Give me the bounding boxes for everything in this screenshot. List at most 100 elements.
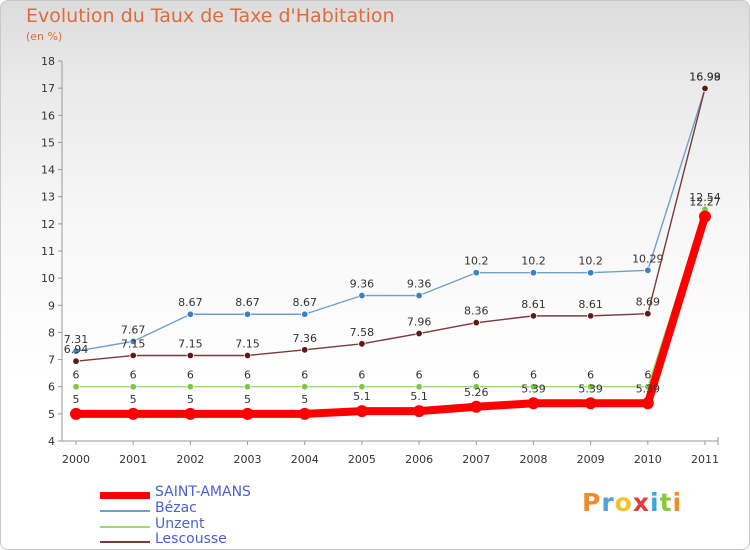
data-label-unzent: 6 [358,369,365,382]
x-tick-label: 2002 [176,453,204,466]
data-label-saint-amans: 5 [244,393,251,406]
data-label-saint-amans: 12.27 [689,196,721,209]
data-point-b-zac [186,310,195,318]
data-label-lescousse: 7.36 [292,332,317,345]
x-tick-label: 2005 [348,453,376,466]
data-label-b-zac: 8.67 [178,296,203,309]
legend-item-saint-amans: SAINT-AMANS [100,484,400,503]
data-label-saint-amans: 5.1 [410,390,428,403]
data-point-unzent [129,383,137,391]
data-label-unzent: 12.54 [689,191,721,204]
data-point-lescousse [472,318,480,327]
data-point-saint-amans [298,407,311,420]
logo-letter: i [650,488,660,517]
logo-letter: P [582,488,602,517]
data-label-b-zac: 10.2 [578,255,603,268]
data-label-b-zac: 9.36 [350,278,375,291]
legend-swatch-saint-amans [100,492,150,499]
data-point-unzent [586,383,595,391]
data-point-lescousse [72,357,80,365]
data-point-lescousse [129,351,137,360]
x-tick-label: 2008 [519,453,547,466]
series-line-saint-amans [72,212,709,418]
data-point-saint-amans [413,405,426,418]
data-point-unzent [472,383,480,391]
data-point-b-zac [72,347,80,355]
y-tick-label: 4 [48,435,55,448]
unit-label: (en %) [26,30,63,43]
logo-letter: o [614,488,633,517]
legend-label-saint-amans: SAINT-AMANS [155,484,251,500]
data-point-b-zac [358,291,366,300]
chart-title: Evolution du Taux de Taxe d'Habitation [26,5,395,27]
data-point-lescousse [529,312,538,320]
data-point-saint-amans [527,397,540,410]
data-label-lescousse: 7.15 [235,338,260,351]
y-tick-label: 12 [41,218,55,231]
y-tick-label: 8 [48,326,55,339]
data-label-lescousse: 8.61 [578,298,603,311]
y-tick-label: 17 [41,82,55,95]
data-label-lescousse: 7.15 [121,338,146,351]
legend-swatch-lescousse [100,541,150,543]
data-point-saint-amans [70,407,82,420]
data-label-lescousse: 8.69 [636,296,661,309]
logo-letter: x [632,488,650,517]
data-label-saint-amans: 5.39 [521,382,546,395]
legend-swatch-bezac [100,510,150,512]
y-tick-label: 18 [41,55,55,68]
data-label-b-zac: 10.2 [521,255,546,268]
data-point-lescousse [358,340,366,348]
data-point-saint-amans [699,210,711,223]
data-label-unzent: 6 [301,369,308,382]
data-label-saint-amans: 5 [73,393,80,406]
data-point-lescousse [186,351,195,360]
data-label-b-zac: 10.2 [464,255,489,268]
data-label-b-zac: 8.67 [292,296,317,309]
x-tick-label: 2007 [462,453,490,466]
legend-label-lescousse: Lescousse [155,531,227,547]
data-label-b-zac: 7.67 [121,323,146,336]
data-point-lescousse [586,312,595,320]
x-tick-label: 2010 [634,453,662,466]
data-label-unzent: 6 [416,369,423,382]
x-tick-label: 2009 [577,453,605,466]
data-point-unzent [301,383,309,391]
x-tick-label: 2000 [62,453,90,466]
logo-letter: r [601,488,615,517]
x-tick-label: 2001 [119,453,147,466]
data-point-saint-amans [641,397,654,410]
data-label-saint-amans: 5 [187,393,194,406]
data-point-lescousse [415,329,423,338]
data-point-saint-amans [241,407,254,420]
data-label-saint-amans: 5 [301,393,308,406]
data-label-b-zac: 7.31 [64,333,89,346]
x-tick-label: 2006 [405,453,433,466]
data-label-saint-amans: 5.39 [636,382,661,395]
series-line-b-zac [75,87,706,352]
legend-swatch-unzent [100,526,150,528]
data-label-lescousse: 7.96 [407,316,432,329]
y-tick-label: 15 [41,136,55,149]
data-point-b-zac [644,266,652,274]
legend-label-bezac: Bézac [155,500,197,516]
data-point-b-zac [129,337,137,346]
data-point-b-zac [243,310,252,318]
legend-item-lescousse: Lescousse [100,531,400,550]
data-label-lescousse: 8.61 [521,298,546,311]
y-tick-label: 9 [48,299,55,312]
data-label-saint-amans: 5.1 [353,390,371,403]
data-point-lescousse [644,310,652,318]
series-line-lescousse [75,87,706,362]
y-tick-label: 14 [41,164,55,177]
data-label-lescousse: 7.58 [350,326,375,339]
data-label-saint-amans: 5.26 [464,386,489,399]
logo-letter: t [659,488,673,517]
data-label-b-zac: 8.67 [235,296,260,309]
data-point-saint-amans [184,407,197,420]
data-label-unzent: 6 [473,369,480,382]
y-tick-label: 5 [48,408,55,421]
data-label-saint-amans: 5 [130,393,137,406]
y-tick-label: 7 [48,354,55,367]
